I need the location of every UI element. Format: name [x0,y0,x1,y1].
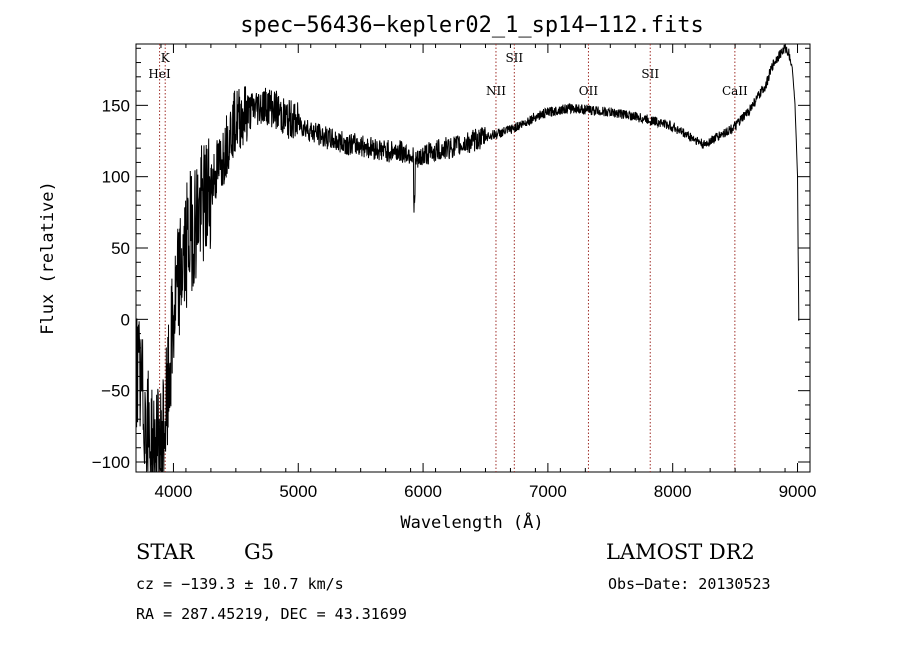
y-tick-label: 150 [102,96,130,115]
axis-ticks: 4000 5000 6000 7000 8000 9000 −100 −50 0 50 100 150 [92,44,817,501]
observation-date: Obs−Date: 20130523 [608,575,771,593]
y-tick-label: 50 [111,239,130,258]
object-class: STAR [136,540,195,564]
x-tick-label: 5000 [279,482,317,501]
line-label-hei: HeI [148,67,171,81]
line-label-k: K [161,51,171,65]
x-tick-label: 9000 [779,482,817,501]
line-label-sii: SII [505,51,523,65]
x-tick-label: 6000 [404,482,442,501]
coordinates-readout: RA = 287.45219, DEC = 43.31699 [136,605,407,623]
x-axis-label: Wavelength (Å) [400,511,543,533]
x-tick-label: 7000 [529,482,567,501]
velocity-readout: cz = −139.3 ± 10.7 km/s [136,575,344,593]
spectrum-series [135,44,800,473]
x-tick-label: 4000 [155,482,193,501]
line-markers: K HeI NII SII OII SII CaII [148,44,748,472]
y-tick-label: −50 [101,382,130,401]
y-tick-label: 0 [121,310,130,329]
y-tick-label: −100 [92,453,130,472]
line-label-nii: NII [486,84,506,98]
x-tick-label: 8000 [654,482,692,501]
plot-frame [135,43,811,473]
y-tick-label: 100 [102,168,130,187]
object-subclass: G5 [244,540,275,564]
y-axis-label: Flux (relative) [38,181,58,335]
survey-name: LAMOST DR2 [606,540,755,564]
plot-area: K HeI NII SII OII SII CaII 4000 5000 6000 7000 800… [92,43,817,501]
line-label-caii: CaII [722,84,748,98]
line-label-oii: OII [579,84,599,98]
line-label-sii: SII [641,67,659,81]
chart-title: spec−56436−kepler02_1_sp14−112.fits [240,13,704,38]
